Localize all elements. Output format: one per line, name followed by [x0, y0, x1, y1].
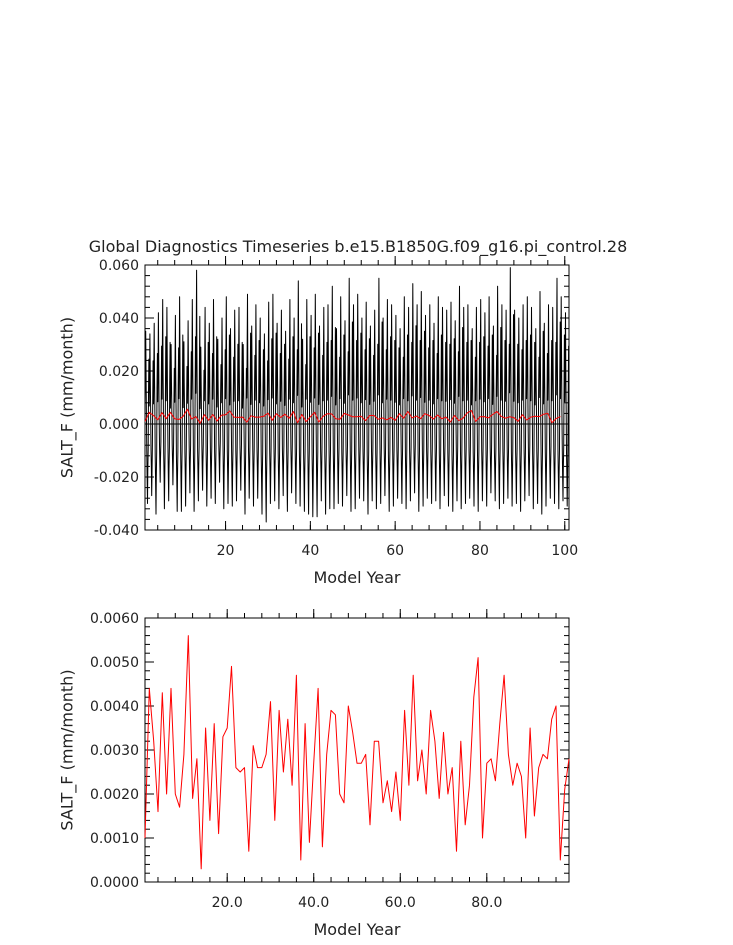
- bottom-axis-ticks: 0.0000 0.0010 0.0020 0.0030 0.0040 0.0050 0.00…: [90, 609, 569, 911]
- annual-series-line: [144, 635, 570, 870]
- y-tick-label: 0.0020: [90, 787, 139, 803]
- y-tick-label: 0.040: [99, 311, 139, 327]
- y-tick-label: 0.0050: [90, 655, 139, 671]
- y-tick-label: 0.060: [99, 258, 139, 274]
- x-tick-label: 20: [217, 543, 235, 559]
- y-tick-label: -0.040: [94, 523, 139, 539]
- y-tick-label: 0.0000: [90, 875, 139, 891]
- bottom-panel: 0.0000 0.0010 0.0020 0.0030 0.0040 0.0050 0.00…: [58, 609, 570, 939]
- chart-title: Global Diagnostics Timeseries b.e15.B185…: [89, 237, 628, 257]
- x-tick-label: 80: [471, 543, 489, 559]
- top-axis-ticks: -0.040 -0.020 0.000 0.020 0.040 0.060 20 40 60 80…: [94, 256, 578, 559]
- y-tick-label: 0.0060: [90, 611, 139, 627]
- bottom-y-axis-label: SALT_F (mm/month): [58, 669, 78, 830]
- x-tick-label: 80.0: [471, 895, 502, 911]
- x-tick-label: 20.0: [212, 895, 243, 911]
- x-tick-label: 60: [386, 543, 404, 559]
- x-tick-label: 60.0: [385, 895, 416, 911]
- bottom-x-axis-label: Model Year: [314, 920, 401, 939]
- y-tick-label: 0.020: [99, 364, 139, 380]
- annual-series-line: [144, 408, 561, 424]
- top-x-axis-label: Model Year: [314, 568, 401, 587]
- x-tick-label: 40: [301, 543, 319, 559]
- y-tick-label: 0.0030: [90, 743, 139, 759]
- top-y-axis-label: SALT_F (mm/month): [58, 317, 78, 478]
- bottom-series-group: [144, 635, 570, 870]
- y-tick-label: -0.020: [94, 470, 139, 486]
- top-series-group: [144, 267, 570, 523]
- y-tick-label: 0.000: [99, 417, 139, 433]
- bottom-plot-frame: [144, 617, 570, 883]
- top-panel: -0.040 -0.020 0.000 0.020 0.040 0.060 20 40 60 80…: [58, 256, 578, 587]
- x-tick-label: 100: [551, 543, 578, 559]
- y-tick-label: 0.0040: [90, 699, 139, 715]
- y-tick-label: 0.0010: [90, 831, 139, 847]
- monthly-series-line: [144, 267, 570, 523]
- x-tick-label: 40.0: [298, 895, 329, 911]
